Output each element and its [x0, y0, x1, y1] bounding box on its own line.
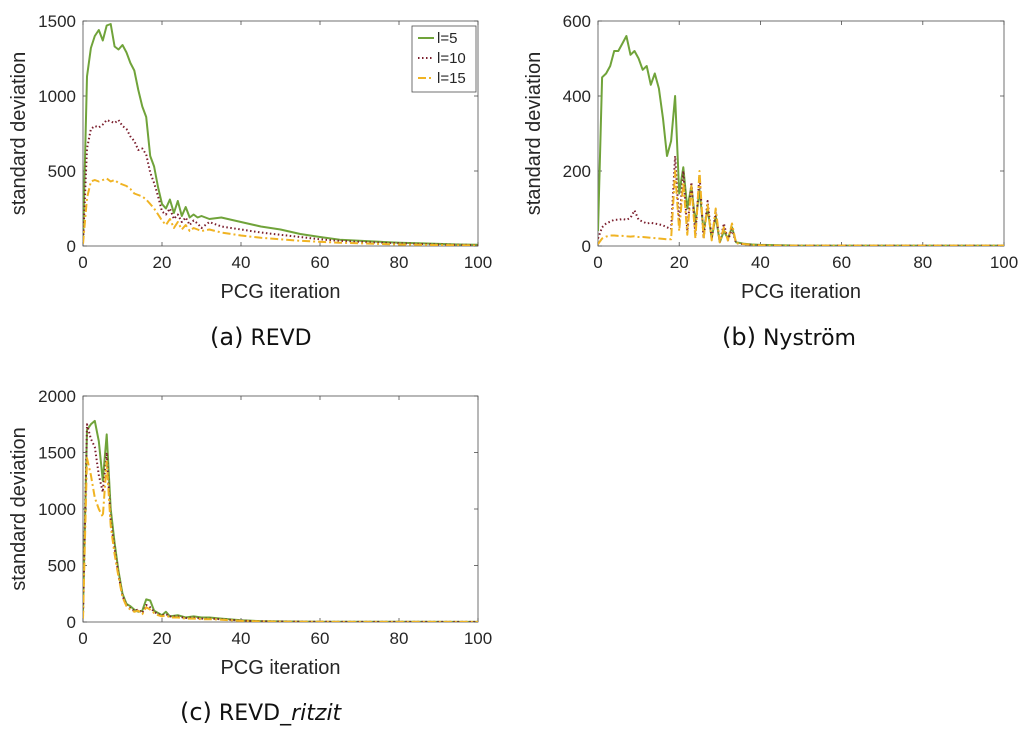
legend-label: l=15	[437, 70, 466, 87]
y-tick-label: 500	[48, 557, 76, 576]
x-tick-label: 100	[990, 253, 1018, 272]
x-tick-label: 20	[153, 629, 172, 648]
x-axis-label: PCG iteration	[220, 281, 340, 303]
series-line-l15	[83, 177, 478, 246]
x-tick-label: 20	[670, 253, 689, 272]
caption-a: (a) REVD	[210, 323, 312, 351]
y-tick-label: 1000	[38, 87, 76, 106]
y-axis-label: standard deviation	[523, 52, 545, 215]
x-tick-label: 0	[78, 629, 87, 648]
legend-label: l=10	[437, 50, 466, 67]
series-line-l10	[83, 423, 478, 622]
y-tick-label: 2000	[38, 387, 76, 406]
caption-a-name: REVD	[250, 326, 312, 351]
x-tick-label: 20	[153, 253, 172, 272]
caption-c-italic: ritzit	[291, 701, 342, 726]
y-tick-label: 500	[48, 162, 76, 181]
x-tick-label: 40	[232, 253, 251, 272]
y-tick-label: 1500	[38, 444, 76, 463]
y-tick-label: 600	[563, 12, 591, 31]
legend-label: l=5	[437, 30, 457, 47]
x-tick-label: 80	[390, 253, 409, 272]
series-line-l15	[598, 170, 1004, 246]
x-axis-label: PCG iteration	[741, 281, 861, 303]
series-line-l10	[598, 155, 1004, 246]
y-tick-label: 0	[67, 613, 76, 632]
legend: l=5 l=10 l=15	[411, 25, 477, 93]
x-axis-label: PCG iteration	[220, 657, 340, 679]
x-tick-label: 100	[464, 253, 492, 272]
y-tick-label: 200	[563, 162, 591, 181]
plot-frame	[82, 395, 479, 623]
x-tick-label: 80	[390, 629, 409, 648]
x-tick-label: 100	[464, 629, 492, 648]
y-tick-label: 0	[582, 237, 591, 256]
y-axis-label: standard deviation	[8, 52, 30, 215]
caption-b: (b) Nyström	[722, 323, 856, 351]
caption-b-prefix: (b)	[722, 323, 756, 351]
caption-b-name: Nyström	[762, 326, 856, 351]
caption-c-prefix: (c)	[180, 698, 212, 726]
y-tick-label: 400	[563, 87, 591, 106]
x-tick-label: 40	[232, 629, 251, 648]
series-line-l5	[83, 419, 478, 622]
series-line-l5	[598, 35, 1004, 246]
caption-a-prefix: (a)	[210, 323, 244, 351]
y-tick-label: 1000	[38, 500, 76, 519]
series-line-l10	[83, 119, 478, 246]
plot-frame	[82, 20, 479, 247]
caption-c-name: REVD_	[218, 701, 292, 726]
x-tick-label: 0	[593, 253, 602, 272]
series-line-l5	[83, 23, 478, 246]
x-tick-label: 40	[751, 253, 770, 272]
series-line-l15	[83, 457, 478, 622]
y-tick-label: 1500	[38, 12, 76, 31]
x-tick-label: 60	[311, 253, 330, 272]
y-tick-label: 0	[67, 237, 76, 256]
chart-b-group: 0 20 40 60 80 100 0 200 400 600 PCG iteration stand…	[523, 12, 1018, 303]
x-tick-label: 60	[832, 253, 851, 272]
x-tick-label: 60	[311, 629, 330, 648]
x-tick-label: 0	[78, 253, 87, 272]
y-axis-label: standard deviation	[8, 427, 30, 590]
caption-c: (c) REVD_ritzit	[180, 698, 341, 726]
x-tick-label: 80	[913, 253, 932, 272]
plot-frame	[597, 20, 1005, 247]
